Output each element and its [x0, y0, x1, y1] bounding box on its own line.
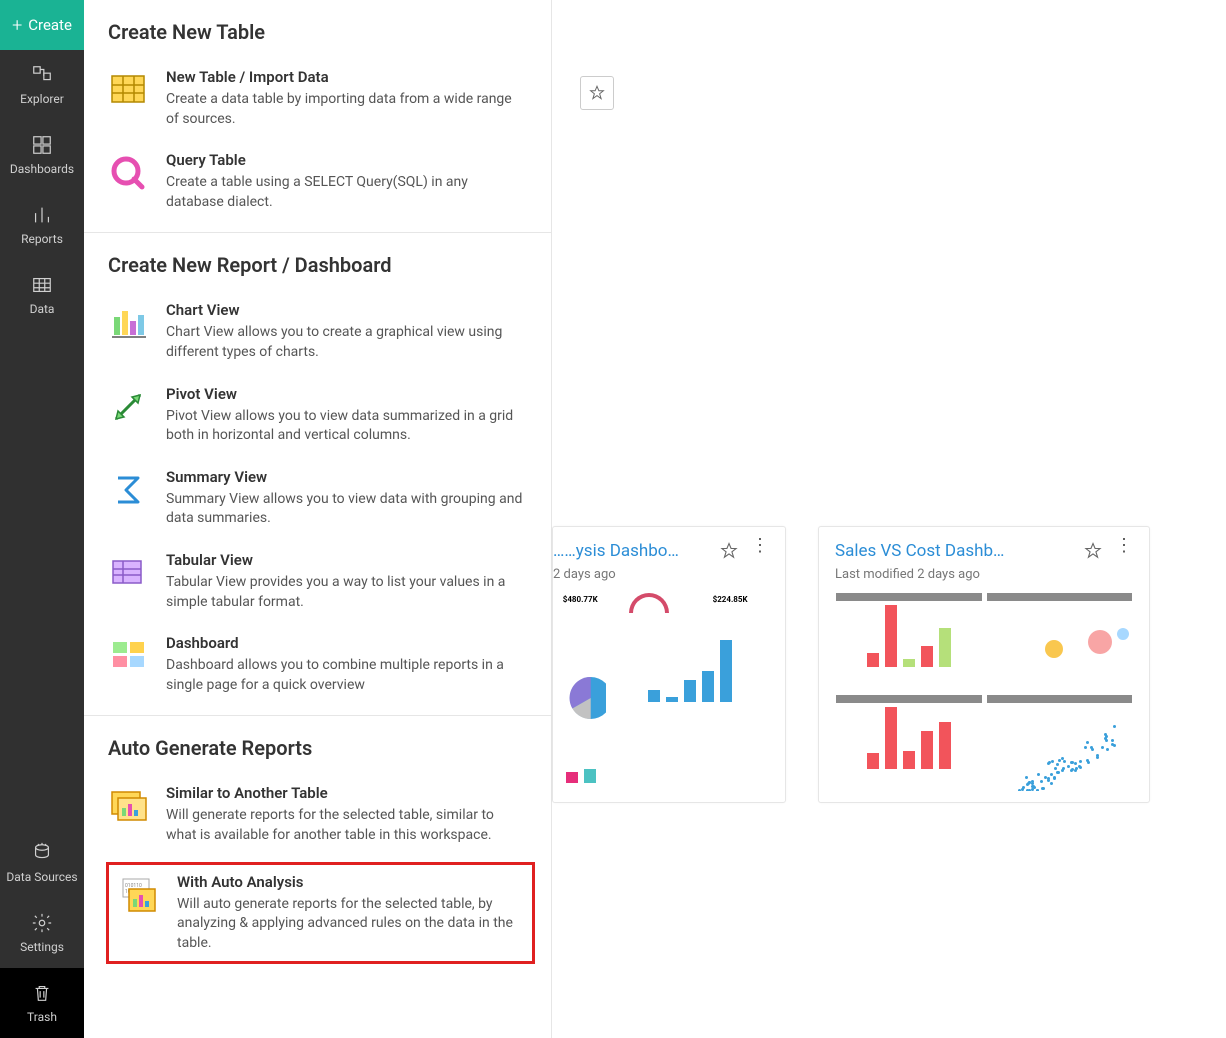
- dashboard-cards: ……ysis Dashbo… ⋮ 2 days ago $480.77K $22…: [552, 526, 1150, 803]
- sidebar-item-reports[interactable]: Reports: [0, 190, 84, 260]
- trash-icon: [31, 982, 53, 1004]
- section-create-report: Create New Report / Dashboard Chart View…: [84, 233, 551, 709]
- option-title: Query Table: [166, 151, 527, 169]
- mini-bars: [611, 636, 768, 706]
- option-desc: Chart View allows you to create a graphi…: [166, 323, 527, 362]
- nav-label: Settings: [20, 940, 64, 954]
- option-title: Dashboard: [166, 634, 527, 652]
- dashboard-icon: [108, 636, 148, 676]
- card-star-button[interactable]: [719, 541, 739, 565]
- kpi-value: $480.77K: [554, 593, 606, 604]
- sidebar-item-data[interactable]: Data: [0, 260, 84, 330]
- summary-view-icon: [108, 470, 148, 510]
- card-subtitle: 2 days ago: [553, 567, 769, 582]
- option-desc: Pivot View allows you to view data summa…: [166, 407, 527, 446]
- card-title: Sales VS Cost Dashb…: [835, 541, 1075, 561]
- create-label: Create: [28, 16, 72, 34]
- pivot-view-icon: [108, 387, 148, 427]
- nav-label: Data Sources: [6, 870, 77, 884]
- option-title: Summary View: [166, 468, 527, 486]
- option-desc: Will generate reports for the selected t…: [166, 806, 527, 845]
- option-desc: Create a table using a SELECT Query(SQL)…: [166, 173, 527, 212]
- section-title: Create New Report / Dashboard: [108, 253, 527, 277]
- option-new-table[interactable]: New Table / Import Data Create a data ta…: [108, 60, 527, 143]
- card-preview: [835, 592, 1133, 792]
- option-dashboard[interactable]: Dashboard Dashboard allows you to combin…: [108, 626, 527, 709]
- card-menu-button[interactable]: ⋮: [751, 541, 769, 550]
- plus-icon: +: [12, 15, 22, 36]
- similar-table-icon: [108, 786, 148, 826]
- option-title: Similar to Another Table: [166, 784, 527, 802]
- main-area: ……ysis Dashbo… ⋮ 2 days ago $480.77K $22…: [552, 0, 1226, 1038]
- option-similar-table[interactable]: Similar to Another Table Will generate r…: [108, 776, 527, 859]
- section-title: Create New Table: [108, 20, 527, 44]
- section-title: Auto Generate Reports: [108, 736, 527, 760]
- settings-icon: [31, 912, 53, 934]
- card-title: ……ysis Dashbo…: [553, 541, 711, 561]
- dashboard-card-sales-vs-cost[interactable]: Sales VS Cost Dashb… ⋮ Last modified 2 d…: [818, 526, 1150, 803]
- option-auto-analysis[interactable]: 010110101001 With Auto Analysis Will aut…: [119, 873, 522, 954]
- option-desc: Dashboard allows you to combine multiple…: [166, 656, 527, 695]
- card-menu-button[interactable]: ⋮: [1115, 541, 1133, 550]
- option-auto-analysis-highlight: 010110101001 With Auto Analysis Will aut…: [106, 862, 535, 965]
- new-table-icon: [108, 70, 148, 110]
- option-desc: Create a data table by importing data fr…: [166, 90, 527, 129]
- option-title: New Table / Import Data: [166, 68, 527, 86]
- datasources-icon: [31, 842, 53, 864]
- star-button[interactable]: [580, 76, 614, 110]
- option-desc: Will auto generate reports for the selec…: [177, 895, 522, 954]
- chart-view-icon: [108, 303, 148, 343]
- option-title: Tabular View: [166, 551, 527, 569]
- option-query-table[interactable]: Query Table Create a table using a SELEC…: [108, 143, 527, 226]
- query-table-icon: [108, 153, 148, 193]
- nav-label: Data: [30, 302, 55, 316]
- section-create-table: Create New Table New Table / Import Data…: [84, 0, 551, 226]
- sidebar-item-settings[interactable]: Settings: [0, 898, 84, 968]
- nav-label: Explorer: [20, 92, 64, 106]
- reports-icon: [31, 204, 53, 226]
- gauge-icon: [629, 593, 669, 613]
- sidebar: + Create Explorer Dashboards Reports Dat…: [0, 0, 84, 1038]
- option-desc: Summary View allows you to view data wit…: [166, 490, 527, 529]
- mini-bubbles: [987, 601, 1133, 691]
- tabular-view-icon: [108, 553, 148, 593]
- create-button[interactable]: + Create: [0, 0, 84, 50]
- card-subtitle: Last modified 2 days ago: [835, 567, 1133, 582]
- option-desc: Tabular View provides you a way to list …: [166, 573, 527, 612]
- nav-label: Trash: [27, 1010, 57, 1024]
- pie-icon: [554, 636, 606, 760]
- section-auto-generate: Auto Generate Reports Similar to Another…: [84, 716, 551, 859]
- option-title: Pivot View: [166, 385, 527, 403]
- mini-bars: [836, 601, 982, 671]
- option-title: With Auto Analysis: [177, 873, 522, 891]
- create-panel: Create New Table New Table / Import Data…: [84, 0, 552, 1038]
- option-title: Chart View: [166, 301, 527, 319]
- mini-bars: [554, 765, 768, 787]
- sidebar-item-trash[interactable]: Trash: [0, 968, 84, 1038]
- nav-label: Reports: [21, 232, 63, 246]
- option-summary-view[interactable]: Summary View Summary View allows you to …: [108, 460, 527, 543]
- option-chart-view[interactable]: Chart View Chart View allows you to crea…: [108, 293, 527, 376]
- option-pivot-view[interactable]: Pivot View Pivot View allows you to view…: [108, 377, 527, 460]
- kpi-value: $224.85K: [692, 593, 768, 604]
- auto-analysis-icon: 010110101001: [119, 875, 159, 915]
- sidebar-item-dashboards[interactable]: Dashboards: [0, 120, 84, 190]
- card-preview: $480.77K $224.85K: [553, 592, 769, 792]
- mini-scatter: [987, 703, 1133, 793]
- dashboard-card-cost-analysis[interactable]: ……ysis Dashbo… ⋮ 2 days ago $480.77K $22…: [552, 526, 786, 803]
- nav-label: Dashboards: [10, 162, 74, 176]
- explorer-icon: [31, 64, 53, 86]
- sidebar-item-explorer[interactable]: Explorer: [0, 50, 84, 120]
- star-icon: [588, 84, 606, 102]
- dashboards-icon: [31, 134, 53, 156]
- option-tabular-view[interactable]: Tabular View Tabular View provides you a…: [108, 543, 527, 626]
- card-star-button[interactable]: [1083, 541, 1103, 565]
- data-icon: [31, 274, 53, 296]
- sidebar-item-datasources[interactable]: Data Sources: [0, 828, 84, 898]
- mini-bars: [836, 703, 982, 773]
